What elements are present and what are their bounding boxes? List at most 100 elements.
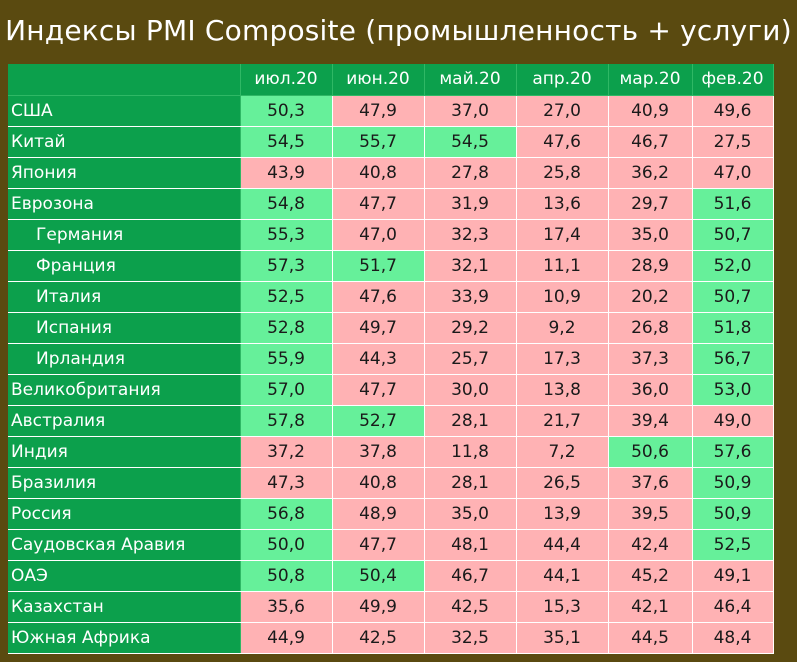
table-row: Япония 43,9 40,8 27,8 25,8 36,2 47,0 [8,157,774,189]
pmi-value-cell: 57,0 [240,374,333,406]
pmi-value-cell: 25,8 [516,157,609,189]
pmi-value-cell: 17,3 [516,343,609,375]
pmi-value-cell: 37,6 [608,467,693,499]
pmi-value-cell: 44,1 [516,560,609,592]
pmi-value-cell: 47,0 [692,157,774,189]
pmi-value-cell: 37,2 [240,436,333,468]
pmi-value-cell: 35,0 [608,219,693,251]
pmi-value-cell: 26,5 [516,467,609,499]
pmi-value-cell: 48,9 [332,498,425,530]
country-label: Япония [8,157,241,189]
country-label: Ирландия [8,343,241,375]
table-row: Еврозона 54,8 47,7 31,9 13,6 29,7 51,6 [8,188,774,220]
pmi-value-cell: 50,9 [692,467,774,499]
pmi-value-cell: 27,5 [692,126,774,158]
pmi-value-cell: 46,4 [692,591,774,623]
pmi-value-cell: 47,9 [332,95,425,127]
pmi-value-cell: 30,0 [424,374,517,406]
pmi-value-cell: 17,4 [516,219,609,251]
pmi-value-cell: 25,7 [424,343,517,375]
pmi-value-cell: 35,6 [240,591,333,623]
column-header: мар.20 [608,64,693,96]
pmi-value-cell: 50,6 [608,436,693,468]
pmi-value-cell: 52,5 [692,529,774,561]
country-label: Испания [8,312,241,344]
pmi-value-cell: 32,1 [424,250,517,282]
pmi-value-cell: 48,4 [692,622,774,654]
pmi-value-cell: 9,2 [516,312,609,344]
pmi-value-cell: 51,6 [692,188,774,220]
table-row: Китай 54,5 55,7 54,5 47,6 46,7 27,5 [8,126,774,158]
pmi-value-cell: 48,1 [424,529,517,561]
pmi-value-cell: 47,7 [332,529,425,561]
pmi-value-cell: 50,8 [240,560,333,592]
pmi-value-cell: 42,5 [424,591,517,623]
pmi-value-cell: 47,6 [332,281,425,313]
pmi-value-cell: 50,4 [332,560,425,592]
pmi-value-cell: 42,5 [332,622,425,654]
pmi-value-cell: 11,8 [424,436,517,468]
pmi-value-cell: 35,0 [424,498,517,530]
pmi-value-cell: 43,9 [240,157,333,189]
pmi-value-cell: 54,5 [424,126,517,158]
pmi-value-cell: 56,8 [240,498,333,530]
pmi-value-cell: 39,5 [608,498,693,530]
pmi-value-cell: 52,0 [692,250,774,282]
table-row: Саудовская Аравия 50,0 47,7 48,1 44,4 42,4 52,… [8,529,774,561]
country-label: Еврозона [8,188,241,220]
country-label: Австралия [8,405,241,437]
pmi-value-cell: 21,7 [516,405,609,437]
table-body: США 50,3 47,9 37,0 27,0 40,9 49,6 Китай 54,5 55,7… [8,95,774,654]
pmi-value-cell: 57,6 [692,436,774,468]
pmi-value-cell: 33,9 [424,281,517,313]
table-row: Южная Африка 44,9 42,5 32,5 35,1 44,5 48,4 [8,622,774,654]
pmi-value-cell: 47,7 [332,374,425,406]
pmi-value-cell: 47,6 [516,126,609,158]
pmi-value-cell: 46,7 [424,560,517,592]
country-label: Казахстан [8,591,241,623]
pmi-value-cell: 40,8 [332,467,425,499]
pmi-value-cell: 52,5 [240,281,333,313]
country-label: Великобритания [8,374,241,406]
pmi-value-cell: 55,7 [332,126,425,158]
pmi-value-cell: 28,1 [424,405,517,437]
pmi-value-cell: 47,7 [332,188,425,220]
country-label: Германия [8,219,241,251]
pmi-value-cell: 36,0 [608,374,693,406]
pmi-value-cell: 35,1 [516,622,609,654]
pmi-value-cell: 47,3 [240,467,333,499]
pmi-value-cell: 56,7 [692,343,774,375]
pmi-value-cell: 49,9 [332,591,425,623]
pmi-value-cell: 20,2 [608,281,693,313]
country-label: Бразилия [8,467,241,499]
pmi-value-cell: 27,8 [424,157,517,189]
table-row: Бразилия 47,3 40,8 28,1 26,5 37,6 50,9 [8,467,774,499]
country-label: США [8,95,241,127]
table-row: Испания 52,8 49,7 29,2 9,2 26,8 51,8 [8,312,774,344]
pmi-value-cell: 26,8 [608,312,693,344]
pmi-value-cell: 50,7 [692,281,774,313]
table-row: Австралия 57,8 52,7 28,1 21,7 39,4 49,0 [8,405,774,437]
column-header: июн.20 [332,64,425,96]
pmi-value-cell: 27,0 [516,95,609,127]
table-row: США 50,3 47,9 37,0 27,0 40,9 49,6 [8,95,774,127]
pmi-value-cell: 44,3 [332,343,425,375]
pmi-value-cell: 32,3 [424,219,517,251]
pmi-table: июл.20 июн.20 май.20 апр.20 мар.20 фев.2… [8,64,774,654]
country-label: ОАЭ [8,560,241,592]
column-header: июл.20 [240,64,333,96]
pmi-value-cell: 50,9 [692,498,774,530]
pmi-value-cell: 13,9 [516,498,609,530]
pmi-value-cell: 28,1 [424,467,517,499]
column-header: фев.20 [692,64,774,96]
pmi-value-cell: 49,7 [332,312,425,344]
pmi-value-cell: 7,2 [516,436,609,468]
country-label: Южная Африка [8,622,241,654]
pmi-value-cell: 57,3 [240,250,333,282]
header-row: июл.20 июн.20 май.20 апр.20 мар.20 фев.2… [8,64,774,96]
table-row: Ирландия 55,9 44,3 25,7 17,3 37,3 56,7 [8,343,774,375]
pmi-value-cell: 49,0 [692,405,774,437]
pmi-value-cell: 57,8 [240,405,333,437]
header-corner [8,64,241,96]
